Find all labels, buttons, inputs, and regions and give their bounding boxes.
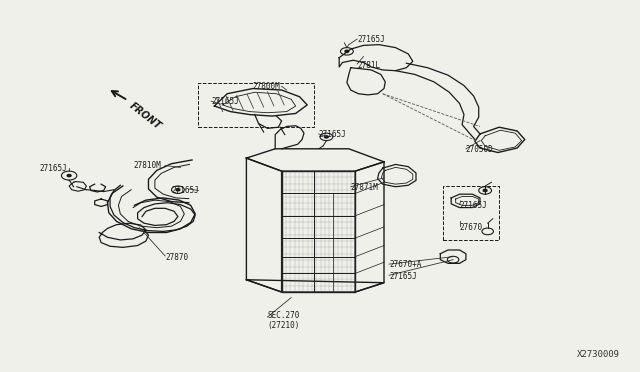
Circle shape [483,189,487,192]
Text: 2781L: 2781L [357,61,380,70]
Circle shape [176,189,180,191]
Text: 27871M: 27871M [351,183,378,192]
Text: 27050D: 27050D [466,145,493,154]
Circle shape [345,50,349,52]
Text: 27165J: 27165J [357,35,385,44]
Text: 27870: 27870 [165,253,188,262]
Text: 27670+A: 27670+A [389,260,422,269]
Text: 27165J: 27165J [40,164,67,173]
Text: X2730009: X2730009 [577,350,620,359]
Text: 27800M: 27800M [253,82,280,91]
Text: 27810M: 27810M [133,161,161,170]
Text: 27165J: 27165J [460,201,487,210]
Circle shape [324,136,328,138]
Text: 27165J: 27165J [211,97,239,106]
Text: 27165J: 27165J [319,130,346,139]
Text: FRONT: FRONT [128,101,163,132]
Text: 27165J: 27165J [172,186,199,195]
Text: 27165J: 27165J [389,272,417,280]
Text: 27670: 27670 [460,223,483,232]
Text: SEC.270
(27210): SEC.270 (27210) [268,311,300,330]
Circle shape [67,174,71,177]
